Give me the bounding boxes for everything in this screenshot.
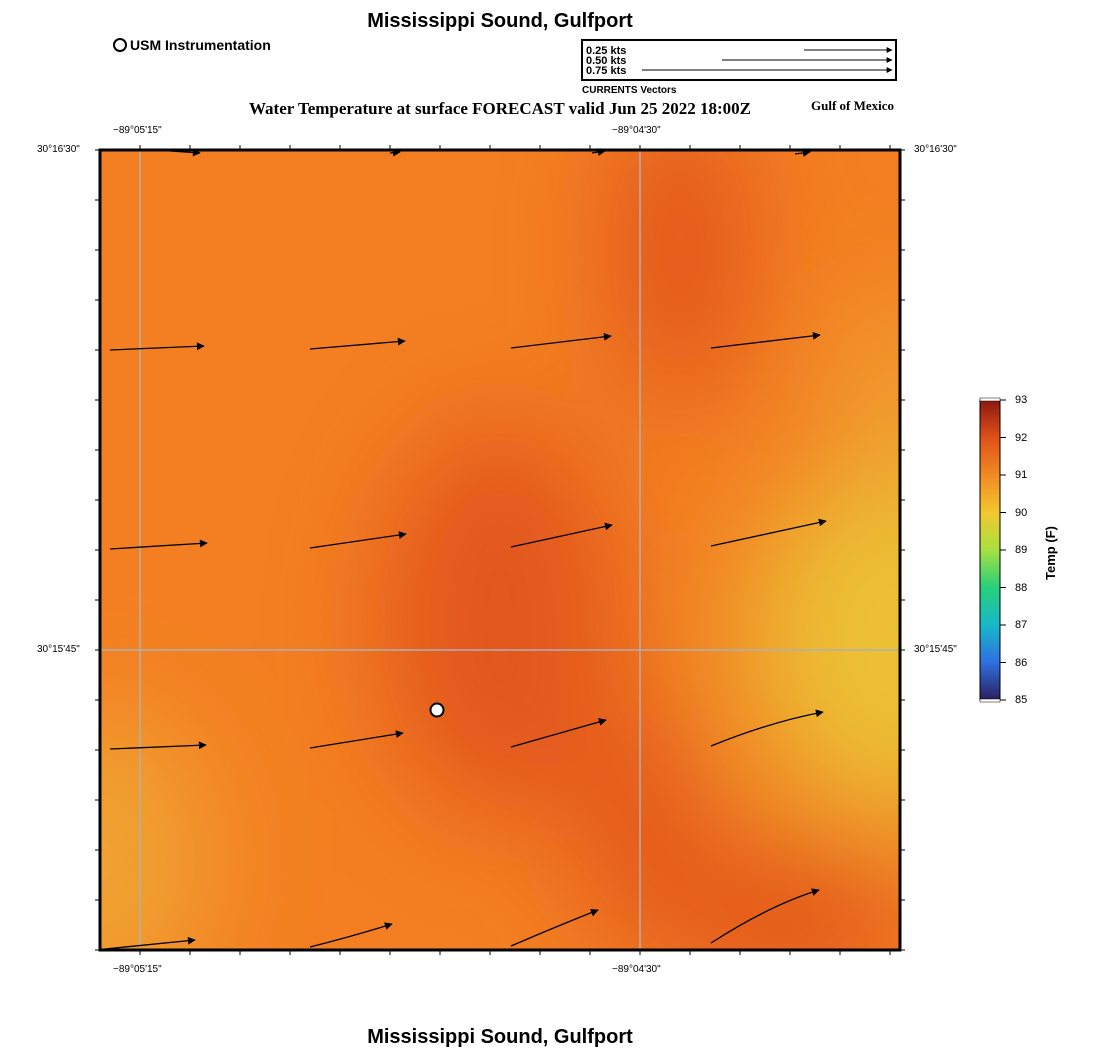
colorbar xyxy=(979,397,1006,703)
current-vector xyxy=(710,888,820,944)
lon-tick-label-bottom: −89°05'15" xyxy=(113,964,162,975)
colorbar-tick-label: 88 xyxy=(1015,582,1028,594)
colorbar-tick-label: 89 xyxy=(1015,544,1028,556)
footer-title: Mississippi Sound, Gulfport xyxy=(367,1026,633,1048)
current-vector xyxy=(109,342,205,351)
region-label: Gulf of Mexico xyxy=(811,98,895,113)
current-vector xyxy=(309,730,404,749)
current-vector xyxy=(309,531,407,549)
frame-ticks xyxy=(95,145,905,955)
colorbar-tick-label: 92 xyxy=(1015,432,1028,444)
current-vector xyxy=(710,331,821,349)
vector-scale-label: 0.25 kts xyxy=(586,45,627,57)
graticule xyxy=(100,150,900,950)
lon-tick-label-top: −89°04'30" xyxy=(612,125,661,136)
current-vector xyxy=(104,936,196,950)
current-vector xyxy=(389,148,401,157)
temperature-field xyxy=(100,150,900,950)
current-vector xyxy=(710,518,827,547)
vector-scale-arrows xyxy=(642,47,893,73)
current-vector xyxy=(510,332,612,349)
colorbar-title: Temp (F) xyxy=(1043,526,1058,580)
current-vector xyxy=(309,337,406,350)
vector-scale-label: 0.75 kts xyxy=(586,65,627,77)
lon-tick-label-top: −89°05'15" xyxy=(113,125,162,136)
instrument-legend-label: USM Instrumentation xyxy=(130,37,271,53)
current-vector xyxy=(710,709,824,747)
lat-tick-label-left: 30°15'45" xyxy=(37,644,80,655)
current-vector xyxy=(510,718,607,748)
instrument-legend: USM Instrumentation xyxy=(113,37,271,53)
current-vector xyxy=(109,741,207,750)
vector-scale-label: 0.50 kts xyxy=(586,55,627,67)
colorbar-tick-label: 90 xyxy=(1015,507,1028,519)
figure-title: Mississippi Sound, Gulfport xyxy=(367,10,633,32)
lat-tick-label-right: 30°15'45" xyxy=(914,644,957,655)
colorbar-tick-label: 93 xyxy=(1015,394,1028,406)
usm-instrument-marker[interactable] xyxy=(429,702,445,718)
current-vector xyxy=(510,908,599,947)
colorbar-tick-label: 91 xyxy=(1015,469,1028,481)
instrument-circle-icon xyxy=(113,38,127,52)
vector-legend-caption: CURRENTS Vectors xyxy=(582,85,677,96)
current-vector xyxy=(510,522,613,548)
map-title: Water Temperature at surface FORECAST va… xyxy=(249,99,751,118)
lat-tick-label-right: 30°16'30" xyxy=(914,144,957,155)
current-vector xyxy=(309,922,393,948)
current-vector xyxy=(109,539,208,550)
current-vector xyxy=(794,149,811,157)
colorbar-tick-label: 86 xyxy=(1015,657,1028,669)
colorbar-tick-label: 87 xyxy=(1015,619,1028,631)
lon-tick-label-bottom: −89°04'30" xyxy=(612,964,661,975)
colorbar-tick-label: 85 xyxy=(1015,694,1028,706)
current-vectors xyxy=(104,148,827,950)
lat-tick-label-left: 30°16'30" xyxy=(37,144,80,155)
